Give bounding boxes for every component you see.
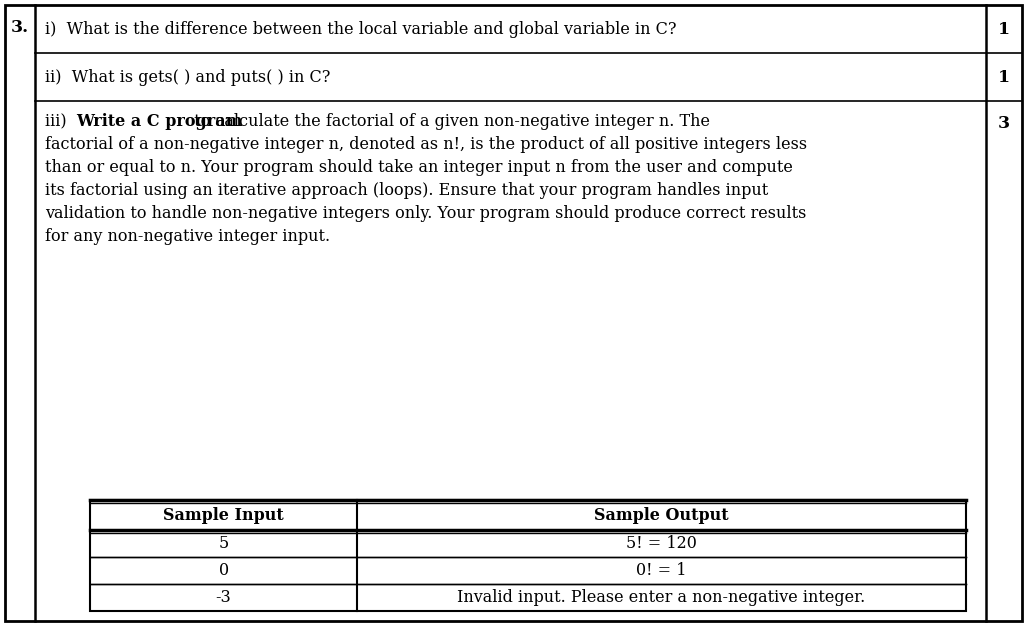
Text: than or equal to n. Your program should take an integer input n from the user an: than or equal to n. Your program should …: [45, 159, 793, 176]
Text: Invalid input. Please enter a non-negative integer.: Invalid input. Please enter a non-negati…: [457, 589, 866, 606]
Text: 5! = 120: 5! = 120: [626, 535, 697, 552]
Text: 5: 5: [219, 535, 229, 552]
Text: 3: 3: [998, 115, 1011, 132]
Text: Sample Input: Sample Input: [163, 506, 283, 523]
Text: ii)  What is gets( ) and puts( ) in C?: ii) What is gets( ) and puts( ) in C?: [45, 68, 331, 86]
Text: for any non-negative integer input.: for any non-negative integer input.: [45, 228, 330, 245]
Text: 0: 0: [219, 562, 229, 579]
Text: its factorial using an iterative approach (loops). Ensure that your program hand: its factorial using an iterative approac…: [45, 182, 768, 199]
Text: to calculate the factorial of a given non-negative integer n. The: to calculate the factorial of a given no…: [189, 113, 710, 130]
Text: 1: 1: [998, 21, 1011, 38]
Bar: [90, 500, 966, 611]
Text: Sample Output: Sample Output: [595, 506, 729, 523]
Text: i)  What is the difference between the local variable and global variable in C?: i) What is the difference between the lo…: [45, 21, 677, 38]
Text: 0! = 1: 0! = 1: [637, 562, 687, 579]
Text: Write a C program: Write a C program: [76, 113, 242, 130]
Text: -3: -3: [216, 589, 231, 606]
Text: 1: 1: [998, 68, 1011, 86]
Text: iii): iii): [45, 113, 72, 130]
Text: 3.: 3.: [11, 19, 29, 36]
Text: factorial of a non-negative integer n, denoted as n!, is the product of all posi: factorial of a non-negative integer n, d…: [45, 136, 807, 153]
Text: validation to handle non-negative integers only. Your program should produce cor: validation to handle non-negative intege…: [45, 205, 806, 222]
